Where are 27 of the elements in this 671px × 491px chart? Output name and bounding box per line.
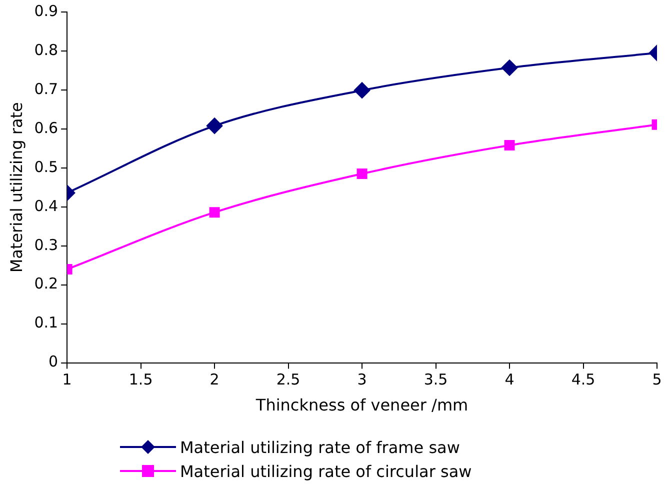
y-tick-label: 0.5 (34, 158, 58, 176)
y-tick-label: 0.3 (34, 236, 58, 254)
legend-label: Material utilizing rate of circular saw (180, 462, 472, 480)
x-tick-label: 2 (210, 370, 220, 389)
x-tick-label: 5 (652, 370, 662, 389)
x-tick-label: 3 (357, 370, 367, 389)
y-tick-label: 0.6 (34, 118, 58, 137)
y-tick-label: 0.8 (34, 40, 58, 59)
y-tick-label: 0.1 (34, 314, 58, 332)
point (206, 118, 223, 134)
x-tick-label: 2.5 (276, 370, 300, 389)
point (356, 168, 368, 179)
x-axis-title: Thinckness of veneer /mm (254, 396, 468, 415)
y-tick-label: 0 (48, 352, 58, 371)
y-tick-label: 0.4 (34, 196, 58, 215)
x-tick-label: 1.5 (128, 370, 153, 389)
x-tick-label: 4 (504, 370, 514, 389)
x-tick-label: 3.5 (424, 370, 448, 389)
y-axis-title: Material utilizing rate (6, 102, 26, 273)
point (209, 207, 220, 218)
y-tick-label: 0.7 (34, 80, 58, 98)
x-tick-label: 1 (62, 370, 72, 389)
point (354, 82, 370, 98)
x-tick-label: 4.5 (571, 370, 596, 389)
legend-label: Material utilizing rate of frame saw (180, 438, 460, 456)
y-tick-label: 0.2 (34, 274, 58, 293)
y-tick-label: 0.9 (34, 2, 58, 20)
